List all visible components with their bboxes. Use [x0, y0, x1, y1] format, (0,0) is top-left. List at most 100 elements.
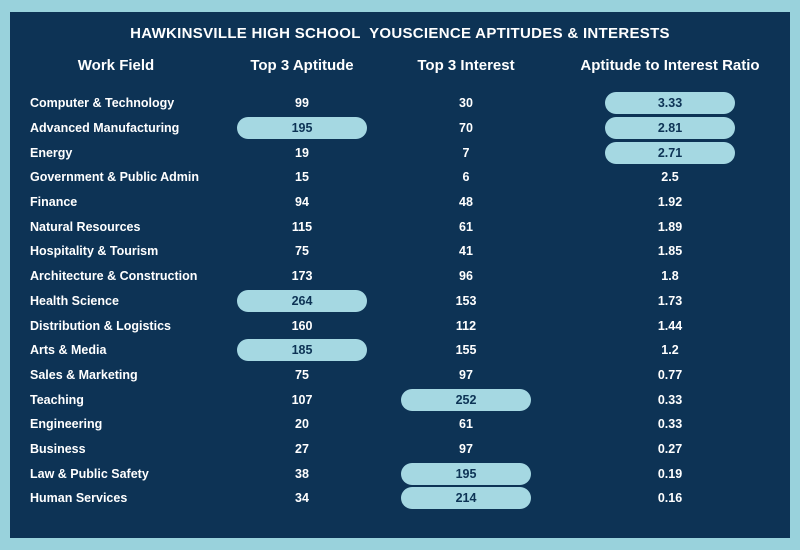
table-row: Natural Resources 115 61 1.89 — [10, 214, 790, 239]
aptitude-value: 19 — [295, 145, 309, 160]
highlight-pill: 3.33 — [605, 92, 735, 115]
highlight-pill: 195 — [237, 117, 367, 140]
table-row: Human Services 34 214 0.16 — [10, 486, 790, 511]
work-field-label: Energy — [30, 145, 73, 160]
work-field-label: Finance — [30, 195, 78, 210]
table-panel: HAWKINSVILLE HIGH SCHOOL YOUSCIENCE APTI… — [10, 12, 790, 538]
aptitude-value: 160 — [291, 318, 313, 333]
work-field-label: Health Science — [30, 293, 119, 308]
table-row: Government & Public Admin 15 6 2.5 — [10, 165, 790, 190]
interest-value: 155 — [455, 343, 477, 358]
work-field-label: Hospitality & Tourism — [30, 244, 159, 259]
interest-value: 112 — [455, 318, 477, 333]
ratio-value: 1.73 — [657, 293, 683, 308]
table-row: Hospitality & Tourism 75 41 1.85 — [10, 239, 790, 264]
ratio-value: 0.16 — [657, 491, 683, 506]
table-row: Advanced Manufacturing 195 70 2.81 — [10, 116, 790, 141]
ratio-value: 1.89 — [657, 219, 683, 234]
ratio-value: 1.92 — [657, 195, 683, 210]
work-field-label: Teaching — [30, 392, 84, 407]
ratio-value: 0.77 — [657, 367, 683, 382]
work-field-label: Business — [30, 441, 86, 456]
column-header-aptitude-interest-ratio: Aptitude to Interest Ratio — [580, 57, 760, 74]
interest-value: 195 — [382, 462, 550, 485]
interest-value: 61 — [459, 219, 473, 234]
interest-value: 48 — [459, 195, 473, 210]
ratio-value: 0.33 — [657, 417, 683, 432]
table-row: Health Science 264 153 1.73 — [10, 289, 790, 314]
work-field-label: Government & Public Admin — [30, 170, 200, 185]
ratio-value: 3.33 — [550, 92, 790, 115]
interest-value: 7 — [462, 145, 470, 160]
highlight-pill: 195 — [401, 462, 531, 485]
table-header-row: Work Field Top 3 Aptitude Top 3 Interest… — [10, 57, 790, 75]
aptitude-value: 34 — [295, 491, 309, 506]
ratio-value: 1.8 — [661, 269, 679, 284]
aptitude-value: 75 — [295, 367, 309, 382]
table-row: Finance 94 48 1.92 — [10, 190, 790, 215]
interest-value: 41 — [459, 244, 473, 259]
aptitude-value: 185 — [222, 339, 382, 362]
ratio-value: 2.71 — [550, 141, 790, 164]
interest-value: 252 — [382, 388, 550, 411]
table-row: Business 27 97 0.27 — [10, 437, 790, 462]
ratio-value: 1.2 — [661, 343, 679, 358]
highlight-pill: 252 — [401, 388, 531, 411]
table-row: Architecture & Construction 173 96 1.8 — [10, 264, 790, 289]
interest-value: 96 — [459, 269, 473, 284]
work-field-label: Advanced Manufacturing — [30, 121, 180, 136]
table-row: Teaching 107 252 0.33 — [10, 387, 790, 412]
interest-value: 61 — [459, 417, 473, 432]
highlight-pill: 264 — [237, 289, 367, 312]
work-field-label: Natural Resources — [30, 219, 141, 234]
highlight-pill: 2.71 — [605, 141, 735, 164]
work-field-label: Distribution & Logistics — [30, 318, 171, 333]
aptitude-value: 107 — [291, 392, 313, 407]
ratio-value: 2.81 — [550, 117, 790, 140]
column-header-top3-aptitude: Top 3 Aptitude — [250, 57, 354, 74]
work-field-label: Sales & Marketing — [30, 367, 138, 382]
table-row: Law & Public Safety 38 195 0.19 — [10, 461, 790, 486]
work-field-label: Arts & Media — [30, 343, 107, 358]
work-field-label: Engineering — [30, 417, 103, 432]
ratio-value: 0.33 — [657, 392, 683, 407]
ratio-value: 1.85 — [657, 244, 683, 259]
ratio-value: 2.5 — [661, 170, 679, 185]
aptitude-value: 75 — [295, 244, 309, 259]
ratio-value: 0.19 — [657, 466, 683, 481]
interest-value: 6 — [462, 170, 470, 185]
table-row: Computer & Technology 99 30 3.33 — [10, 91, 790, 116]
table-row: Arts & Media 185 155 1.2 — [10, 338, 790, 363]
highlight-pill: 2.81 — [605, 117, 735, 140]
highlight-pill: 185 — [237, 339, 367, 362]
ratio-value: 0.27 — [657, 441, 683, 456]
aptitude-value: 99 — [295, 96, 309, 111]
column-header-work-field: Work Field — [77, 57, 155, 74]
table-rows: Computer & Technology 99 30 3.33 Advanced Ma… — [10, 91, 790, 511]
aptitude-value: 20 — [295, 417, 309, 432]
aptitude-value: 27 — [295, 441, 309, 456]
work-field-label: Human Services — [30, 491, 128, 506]
aptitude-value: 115 — [291, 219, 313, 234]
ratio-value: 1.44 — [657, 318, 683, 333]
column-header-top3-interest: Top 3 Interest — [417, 57, 515, 74]
interest-value: 214 — [382, 487, 550, 510]
page-title: HAWKINSVILLE HIGH SCHOOL YOUSCIENCE APTI… — [130, 25, 670, 42]
interest-value: 97 — [459, 367, 473, 382]
aptitude-value: 38 — [295, 466, 309, 481]
table-row: Energy 19 7 2.71 — [10, 140, 790, 165]
work-field-label: Architecture & Construction — [30, 269, 198, 284]
interest-value: 153 — [455, 293, 477, 308]
aptitude-value: 264 — [222, 289, 382, 312]
table-row: Sales & Marketing 75 97 0.77 — [10, 363, 790, 388]
aptitude-value: 94 — [295, 195, 309, 210]
aptitude-value: 173 — [291, 269, 313, 284]
highlight-pill: 214 — [401, 487, 531, 510]
work-field-label: Computer & Technology — [30, 96, 175, 111]
table-row: Engineering 20 61 0.33 — [10, 412, 790, 437]
aptitude-value: 195 — [222, 117, 382, 140]
interest-value: 70 — [459, 121, 473, 136]
aptitude-value: 15 — [295, 170, 309, 185]
interest-value: 30 — [459, 96, 473, 111]
